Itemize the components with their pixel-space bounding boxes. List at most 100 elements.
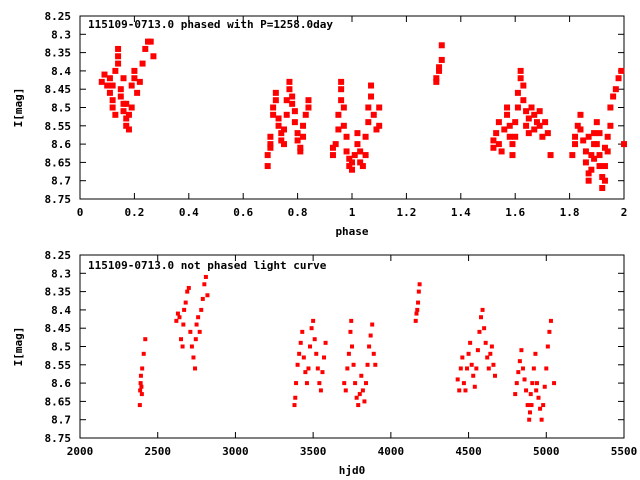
panel1-data-point xyxy=(329,144,336,151)
panel1-data-point xyxy=(112,111,119,118)
panel2-x-tick-label: 2000 xyxy=(67,445,94,458)
panel2-data-point xyxy=(466,351,471,356)
panel2-data-point xyxy=(197,329,202,334)
panel1-data-point xyxy=(596,152,603,159)
panel2-data-point xyxy=(544,366,549,371)
panel1-data-point xyxy=(117,93,124,100)
panel2-data-point xyxy=(485,355,490,360)
panel2-data-point xyxy=(528,392,533,397)
panel1-data-point xyxy=(615,75,622,82)
panel1-y-tick-label: 8.3 xyxy=(51,28,71,41)
panel2-data-point xyxy=(298,340,303,345)
panel2-data-point xyxy=(514,381,519,386)
panel2-data-point xyxy=(189,344,194,349)
panel2-y-tick-label: 8.4 xyxy=(51,304,71,317)
panel2-data-point xyxy=(370,322,375,327)
panel1-data-point xyxy=(517,75,524,82)
panel2-data-point xyxy=(474,366,479,371)
panel2-y-tick-label: 8.35 xyxy=(45,286,72,299)
panel1-data-point xyxy=(275,115,282,122)
panel2-data-point xyxy=(297,351,302,356)
panel1-y-tick-label: 8.25 xyxy=(45,10,72,23)
panel1-data-point xyxy=(120,108,127,115)
panel2-data-point xyxy=(360,388,365,393)
panel1-data-point xyxy=(588,152,595,159)
panel1-data-point xyxy=(264,163,271,170)
panel2-data-point xyxy=(479,315,484,320)
panel2-data-point xyxy=(541,403,546,408)
panel1-data-point xyxy=(300,133,307,140)
panel2-data-point xyxy=(205,293,210,298)
panel1-x-tick-label: 1.6 xyxy=(505,206,525,219)
panel2-data-point xyxy=(200,296,205,301)
panel2-data-point xyxy=(342,381,347,386)
panel1-data-point xyxy=(305,104,312,111)
panel1-data-point xyxy=(433,78,440,85)
panel2-data-point xyxy=(522,377,527,382)
panel1-data-point xyxy=(520,97,527,104)
panel1-data-point xyxy=(604,133,611,140)
panel1-data-point xyxy=(267,144,274,151)
panel2-data-point xyxy=(356,403,361,408)
panel1-data-point xyxy=(601,144,608,151)
panel1-data-point xyxy=(294,137,301,144)
panel2-data-point xyxy=(317,381,322,386)
panel1-data-point xyxy=(365,104,372,111)
panel1-data-point xyxy=(297,144,304,151)
panel2-data-point xyxy=(202,282,207,287)
panel1-data-point xyxy=(340,122,347,129)
panel1-data-point xyxy=(264,152,271,159)
panel2-data-point xyxy=(308,344,313,349)
panel1-data-point xyxy=(514,89,521,96)
panel1-data-point xyxy=(591,155,598,162)
panel1-data-point xyxy=(506,133,513,140)
panel1-data-point xyxy=(436,64,443,71)
panel1-data-point xyxy=(281,141,287,148)
panel1-data-point xyxy=(278,130,285,137)
panel1-data-point xyxy=(349,159,355,166)
panel2-data-point xyxy=(525,403,530,408)
panel2-data-point xyxy=(183,300,188,305)
panel1-data-point xyxy=(577,111,584,118)
panel1-data-point xyxy=(302,111,309,118)
panel1-data-point xyxy=(115,60,122,67)
panel1-data-point xyxy=(493,130,500,137)
panel2-y-tick-label: 8.75 xyxy=(45,432,72,445)
panel1-data-point xyxy=(128,82,135,89)
panel2-data-point xyxy=(294,381,299,386)
panel1-data-point xyxy=(572,141,579,148)
panel1-data-point xyxy=(506,122,513,129)
panel1-data-point xyxy=(357,159,364,166)
panel2-data-point xyxy=(519,348,524,353)
panel1-data-point xyxy=(134,89,141,96)
panel1-data-point xyxy=(123,100,130,107)
panel1-y-axis-label: I[mag] xyxy=(12,88,25,128)
panel1-data-point xyxy=(142,45,149,52)
panel1-data-point xyxy=(291,108,298,115)
panel2-data-point xyxy=(524,388,529,393)
panel2-data-point xyxy=(542,384,547,389)
panel2-data-point xyxy=(351,362,356,367)
panel1-data-point xyxy=(128,104,135,111)
panel2-data-point xyxy=(539,417,544,422)
panel1-data-point xyxy=(509,152,516,159)
panel1-data-point xyxy=(120,75,127,82)
panel2-data-point xyxy=(415,307,420,312)
panel2-data-point xyxy=(186,285,191,290)
panel1-data-point xyxy=(335,111,342,118)
panel1-data-point xyxy=(547,152,554,159)
panel1-data-point xyxy=(596,163,603,170)
panel1-data-point xyxy=(533,119,540,126)
panel2-data-point xyxy=(517,359,522,364)
panel1-data-point xyxy=(115,53,122,60)
panel1-data-point xyxy=(436,67,443,74)
panel2-data-point xyxy=(193,337,198,342)
panel1-data-point xyxy=(531,111,538,118)
panel1-data-point xyxy=(599,185,606,192)
panel2-data-point xyxy=(477,329,482,334)
panel2-series xyxy=(137,274,557,422)
panel1-data-point xyxy=(272,97,279,104)
panel1-data-point xyxy=(278,137,285,144)
panel2-data-point xyxy=(357,392,362,397)
